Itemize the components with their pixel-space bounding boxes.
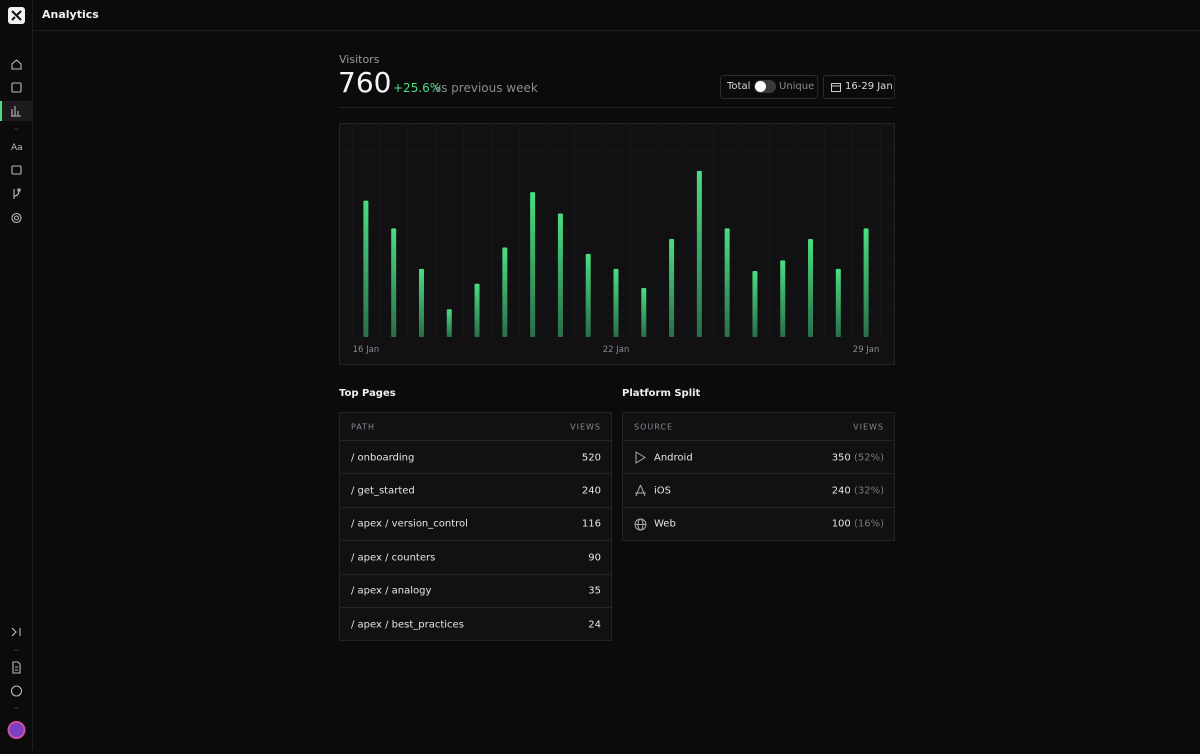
row-value: 90: [588, 552, 601, 564]
bar: [752, 270, 758, 337]
section-title: Platform Split: [622, 388, 701, 399]
svg-text:Aa: Aa: [11, 143, 23, 153]
bar: [363, 200, 369, 337]
column-header: SOURCE: [634, 422, 674, 431]
row-value: 240: [831, 485, 851, 497]
row-value: 116: [581, 518, 601, 530]
x-tick-label: 22 Jan: [603, 345, 630, 355]
top-pages-table: PATH VIEWS / onboarding 520 / get_started 240…: [339, 412, 612, 641]
bar: [669, 239, 675, 337]
bar: [835, 268, 841, 337]
table-header: SOURCE VIEWS: [623, 413, 894, 440]
row-label: / onboarding: [351, 452, 415, 463]
metric-comparison: vs previous week: [434, 81, 538, 95]
toggle[interactable]: Total Unique: [720, 75, 818, 99]
row-label: Web: [654, 518, 676, 530]
row-label: / apex / version_control: [351, 518, 468, 530]
row-label: / get_started: [351, 485, 415, 497]
row-label: / apex / analogy: [351, 585, 432, 597]
bar: [641, 288, 647, 337]
source-icon: [635, 451, 646, 464]
table-row: / get_started 240: [340, 473, 611, 507]
table-header: PATH VIEWS: [340, 413, 611, 440]
row-value: 240: [581, 485, 601, 497]
toggle-label: Unique: [779, 81, 815, 92]
metric-change: +25.6%: [393, 81, 442, 95]
row-value: 350: [831, 452, 851, 463]
bar: [530, 192, 536, 337]
bar: [613, 268, 619, 337]
platform-table: SOURCE VIEWS Android 350 (52%) iOS 240 (32%) W…: [622, 412, 895, 541]
bar: [780, 260, 786, 337]
bar: [696, 170, 702, 337]
sidebar-icons: Aa: [0, 7, 33, 739]
bar: [557, 213, 563, 337]
metric-label: Visitors: [339, 53, 380, 66]
column-header: VIEWS: [853, 422, 884, 431]
metric-value: 760: [338, 66, 392, 99]
row-value: 100: [831, 518, 851, 530]
sidebar: Aa: [0, 0, 33, 750]
column-header: PATH: [351, 422, 376, 431]
table-row: iOS 240 (32%): [623, 473, 894, 507]
page-title: Analytics: [42, 8, 99, 21]
bar: [418, 268, 424, 337]
table-row: Web 100 (16%): [623, 506, 894, 541]
source-icon: [635, 485, 646, 497]
row-value: 24: [588, 619, 601, 630]
row-label: Android: [654, 452, 693, 463]
top-bar: Analytics: [33, 0, 1200, 31]
date-picker[interactable]: 16-29 Jan: [823, 75, 895, 99]
table-row: Android 350 (52%): [623, 440, 894, 474]
divider: [339, 107, 894, 108]
row-label: iOS: [654, 485, 671, 497]
date-range: 16-29 Jan: [845, 81, 893, 92]
toggle-switch[interactable]: [754, 80, 776, 93]
bar: [502, 247, 508, 337]
row-value: 350 (52%): [832, 452, 884, 463]
x-tick-label: 16 Jan: [353, 345, 380, 355]
row-value: 100 (16%): [832, 519, 884, 530]
row-value: 240 (32%): [832, 485, 884, 496]
x-tick-label: 29 Jan: [853, 345, 880, 355]
bar: [474, 283, 480, 337]
column-header: VIEWS: [570, 422, 601, 431]
table-row: / apex / version_control 116: [340, 506, 611, 541]
row-value: 35: [588, 585, 601, 597]
row-share: (16%): [853, 518, 884, 530]
table-row: / onboarding 520: [340, 440, 611, 474]
calendar-icon: [831, 83, 841, 92]
bar: [808, 239, 814, 337]
bar: [585, 253, 591, 337]
row-share: (32%): [853, 485, 884, 497]
row-share: (52%): [853, 452, 884, 463]
bar: [446, 309, 452, 337]
row-label: / apex / best_practices: [351, 619, 464, 630]
bar: [724, 228, 730, 337]
row-value: 520: [581, 452, 601, 463]
table-row: / apex / counters 90: [340, 540, 611, 574]
bar: [863, 228, 869, 337]
bar: [391, 228, 397, 337]
section-title: Top Pages: [339, 388, 396, 399]
source-icon: [634, 518, 647, 531]
table-row: / apex / best_practices 24: [340, 607, 611, 641]
table-row: / apex / analogy 35: [340, 573, 611, 608]
row-label: / apex / counters: [351, 552, 436, 564]
toggle-label: Total: [727, 81, 751, 92]
